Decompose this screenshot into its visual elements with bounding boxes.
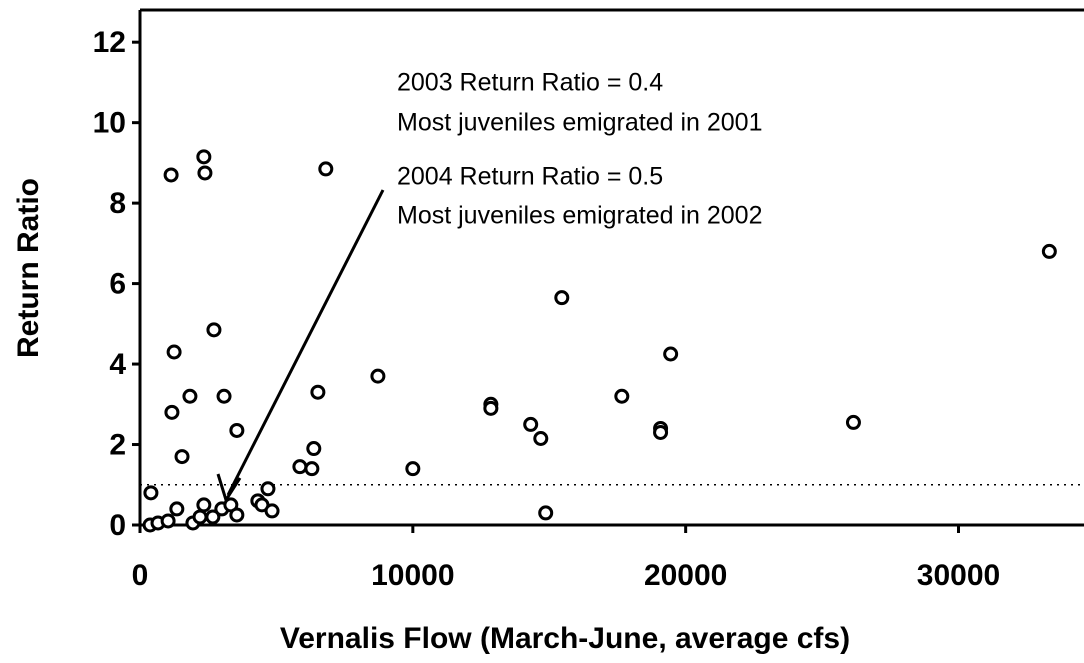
point — [229, 507, 245, 523]
point — [196, 149, 212, 165]
y-tick-label: 8 — [109, 187, 126, 220]
point — [182, 388, 198, 404]
point — [614, 388, 630, 404]
point — [205, 509, 221, 525]
point — [533, 430, 549, 446]
x-tick-label: 10000 — [371, 559, 454, 592]
point — [196, 497, 212, 513]
y-tick-label: 4 — [109, 348, 126, 381]
point — [310, 384, 326, 400]
y-tick-label: 12 — [93, 26, 126, 59]
arrow-shaft — [226, 189, 385, 496]
y-tick-label: 6 — [109, 268, 126, 301]
annotation: 2004 Return Ratio = 0.5 — [397, 163, 663, 191]
point — [174, 449, 190, 465]
point — [653, 424, 669, 440]
point — [197, 165, 213, 181]
point — [370, 368, 386, 384]
point — [166, 344, 182, 360]
point — [523, 416, 539, 432]
point — [845, 414, 861, 430]
point — [160, 513, 176, 529]
x-axis-label: Vernalis Flow (March-June, average cfs) — [280, 622, 850, 655]
point — [304, 461, 320, 477]
x-tick-label: 30000 — [917, 559, 1000, 592]
point — [216, 388, 232, 404]
x-tick-label: 0 — [132, 559, 149, 592]
y-axis-label: Return Ratio — [12, 178, 45, 358]
point — [1041, 243, 1057, 259]
point — [163, 167, 179, 183]
y-tick-label: 10 — [93, 107, 126, 140]
point — [292, 459, 308, 475]
point — [306, 441, 322, 457]
point — [405, 461, 421, 477]
point — [318, 161, 334, 177]
annotation: 2003 Return Ratio = 0.4 — [397, 69, 663, 97]
point — [483, 400, 499, 416]
point — [164, 404, 180, 420]
point — [260, 481, 276, 497]
point — [663, 346, 679, 362]
point — [554, 290, 570, 306]
annotation: Most juveniles emigrated in 2001 — [397, 109, 762, 137]
annotation: Most juveniles emigrated in 2002 — [397, 202, 762, 230]
x-tick-label: 20000 — [644, 559, 727, 592]
point — [169, 501, 185, 517]
point — [229, 422, 245, 438]
y-tick-label: 2 — [109, 428, 126, 461]
point — [264, 503, 280, 519]
point — [206, 322, 222, 338]
point — [143, 485, 159, 501]
y-tick-label: 0 — [109, 509, 126, 542]
point — [192, 509, 208, 525]
point — [538, 505, 554, 521]
